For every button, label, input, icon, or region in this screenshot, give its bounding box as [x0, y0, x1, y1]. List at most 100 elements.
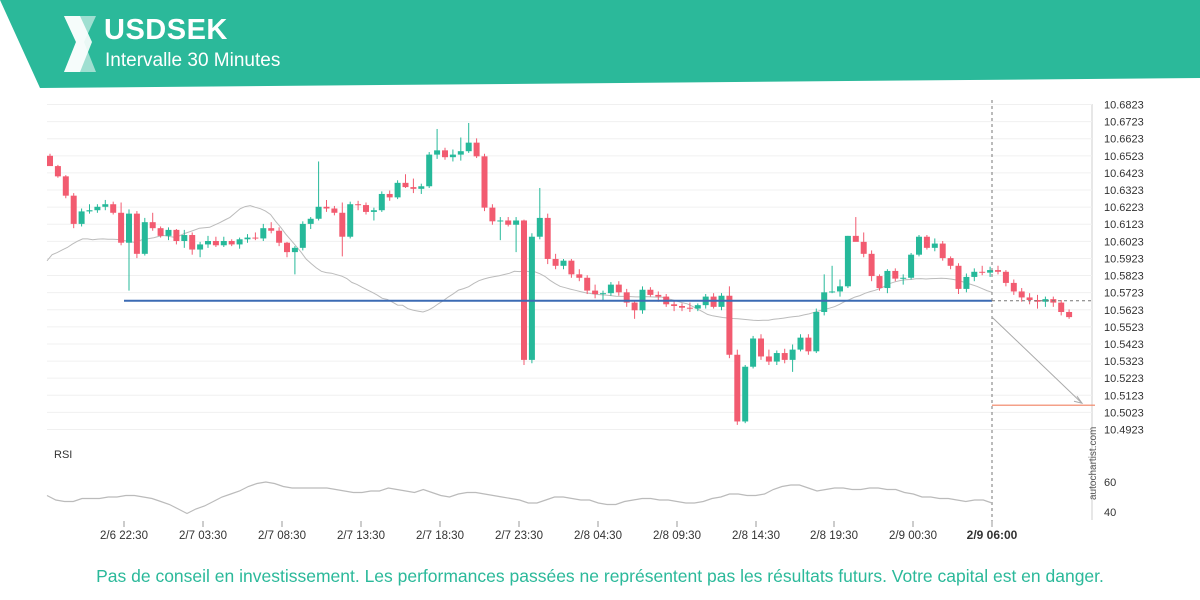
- moving-average-layer: [46, 205, 993, 322]
- rsi-label: RSI: [54, 449, 72, 461]
- candle-body: [923, 236, 930, 248]
- price-tick-label: 10.5823: [1104, 271, 1144, 283]
- candle-body: [892, 270, 899, 279]
- candle-body: [797, 337, 804, 350]
- price-axis: 10.6823 10.6723 10.6623 10.6523 10.6423 10.63…: [1104, 100, 1144, 437]
- candle-body: [102, 204, 109, 207]
- price-tick-label: 10.5423: [1104, 339, 1144, 351]
- price-tick-label: 10.6723: [1104, 117, 1144, 129]
- candle-body: [694, 305, 701, 309]
- price-tick-label: 10.5023: [1104, 407, 1144, 419]
- candle-body: [220, 241, 227, 246]
- candle-body: [521, 220, 527, 360]
- candle-body: [118, 212, 125, 243]
- levels-layer: [124, 100, 1095, 527]
- candle-body: [236, 239, 243, 245]
- candle-body: [623, 292, 630, 303]
- projection-arrow: [991, 316, 1083, 404]
- candle-body: [197, 244, 204, 250]
- candle-body: [908, 254, 915, 278]
- candle-body: [355, 204, 362, 206]
- candle-body: [671, 304, 678, 306]
- candle-body: [813, 311, 820, 352]
- candle-body: [844, 235, 851, 287]
- candle-body: [307, 218, 314, 224]
- candle-body: [1066, 311, 1073, 318]
- time-tick-label: 2/7 08:30: [258, 530, 306, 542]
- price-tick-label: 10.5123: [1104, 390, 1144, 402]
- chart-grid: [47, 104, 1093, 520]
- candle-body: [963, 276, 970, 289]
- candle-body: [481, 156, 488, 208]
- candle-body: [394, 182, 401, 198]
- time-tick-label: 2/7 23:30: [495, 530, 543, 542]
- candle-body: [860, 241, 867, 254]
- candle-body: [315, 206, 322, 219]
- candle-body: [615, 284, 622, 293]
- header-background: [0, 0, 1200, 88]
- disclaimer-text: Pas de conseil en investissement. Les pe…: [96, 566, 1104, 586]
- candle-body: [157, 228, 164, 236]
- candle-body: [442, 150, 448, 158]
- candle-body: [173, 229, 180, 241]
- price-tick-label: 10.6123: [1104, 219, 1144, 231]
- candle-body: [726, 295, 733, 355]
- candle-body: [434, 150, 441, 155]
- candle-body: [734, 354, 741, 422]
- candle-body: [821, 292, 828, 312]
- candle-body: [149, 222, 156, 229]
- price-tick-label: 10.5923: [1104, 253, 1144, 265]
- candle-body: [449, 154, 456, 158]
- candle-body: [1010, 282, 1017, 292]
- candle-body: [47, 155, 53, 167]
- candle-body: [987, 270, 994, 273]
- time-tick-label: 2/9 00:30: [889, 530, 937, 542]
- candle-body: [252, 237, 259, 239]
- price-tick-label: 10.6823: [1104, 100, 1144, 112]
- candle-body: [773, 353, 780, 362]
- candle-body: [465, 142, 472, 152]
- moving-average-line: [46, 205, 993, 322]
- candle-body: [426, 154, 433, 187]
- candle-body: [165, 229, 172, 236]
- time-axis: 2/6 22:30 2/7 03:30 2/7 08:30 2/7 13:30 2/7 …: [100, 521, 1018, 542]
- candle-body: [331, 208, 338, 213]
- candle-body: [900, 277, 907, 279]
- candle-body: [110, 204, 117, 213]
- candle-body: [1034, 300, 1041, 302]
- candle-body: [402, 182, 409, 188]
- price-tick-label: 10.5523: [1104, 322, 1144, 334]
- candle-body: [876, 276, 883, 289]
- candle-body: [552, 258, 559, 266]
- candle-body: [837, 286, 843, 292]
- rsi-panel: RSI 60 40: [46, 449, 1116, 519]
- candle-body: [513, 220, 520, 225]
- candle-body: [473, 142, 480, 157]
- candle-body: [947, 258, 954, 266]
- rsi-tick-label: 40: [1104, 507, 1116, 519]
- candle-body: [323, 206, 330, 209]
- brand-logo-icon: [64, 16, 96, 72]
- time-tick-label: 2/8 04:30: [574, 530, 622, 542]
- candle-body: [868, 253, 875, 277]
- candle-body: [284, 242, 290, 253]
- price-tick-label: 10.6523: [1104, 151, 1144, 163]
- candle-body: [631, 302, 638, 311]
- price-tick-label: 10.6323: [1104, 185, 1144, 197]
- candle-body: [592, 290, 599, 295]
- time-tick-label: 2/7 03:30: [179, 530, 227, 542]
- candle-body: [560, 260, 567, 266]
- candle-body: [686, 307, 693, 309]
- time-tick-label: 2/7 18:30: [416, 530, 464, 542]
- candle-body: [268, 228, 275, 231]
- candle-body: [829, 291, 836, 293]
- candle-body: [939, 243, 946, 259]
- candle-body: [86, 210, 93, 212]
- time-tick-label: 2/7 13:30: [337, 530, 385, 542]
- candle-body: [679, 306, 685, 308]
- candle-body: [758, 338, 764, 357]
- header-banner: [0, 0, 1200, 88]
- candle-body: [260, 228, 267, 239]
- candle-body: [584, 277, 591, 291]
- candle-body: [607, 284, 614, 294]
